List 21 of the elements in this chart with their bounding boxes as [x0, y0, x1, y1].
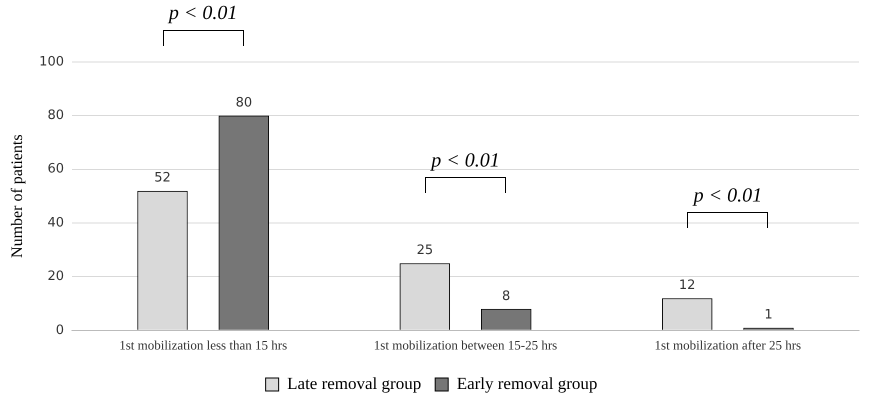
data-label: 12: [678, 278, 696, 294]
data-label: 80: [236, 96, 252, 111]
y-tick-label: 40: [47, 215, 64, 230]
legend-label: Early removal group: [456, 374, 598, 393]
annotation: p < 0.01: [692, 184, 762, 206]
text: p < 0.01: [166, 2, 238, 24]
annotation: p < 0.01: [429, 150, 500, 172]
data-label: 52: [154, 170, 171, 186]
y-tick-label: 20: [47, 269, 64, 284]
y-tick-label: 60: [47, 162, 64, 177]
x-tick-label: 1st mobilization after 25 hrs: [654, 338, 802, 353]
x-tick-label: 1st mobilization less than 15 hrs: [119, 338, 288, 353]
data-label: 25: [416, 243, 434, 258]
y-tick-label: 100: [39, 54, 64, 70]
y-tick-label: 80: [47, 108, 64, 124]
data-label: 1: [764, 308, 773, 323]
y-axis-title: Number of patients: [8, 134, 26, 258]
data-label: 8: [502, 288, 510, 304]
x-tick-label: 1st mobilization between 15-25 hrs: [374, 338, 558, 353]
legend-label: Late removal group: [287, 374, 422, 393]
y-tick-label: 0: [56, 322, 64, 338]
